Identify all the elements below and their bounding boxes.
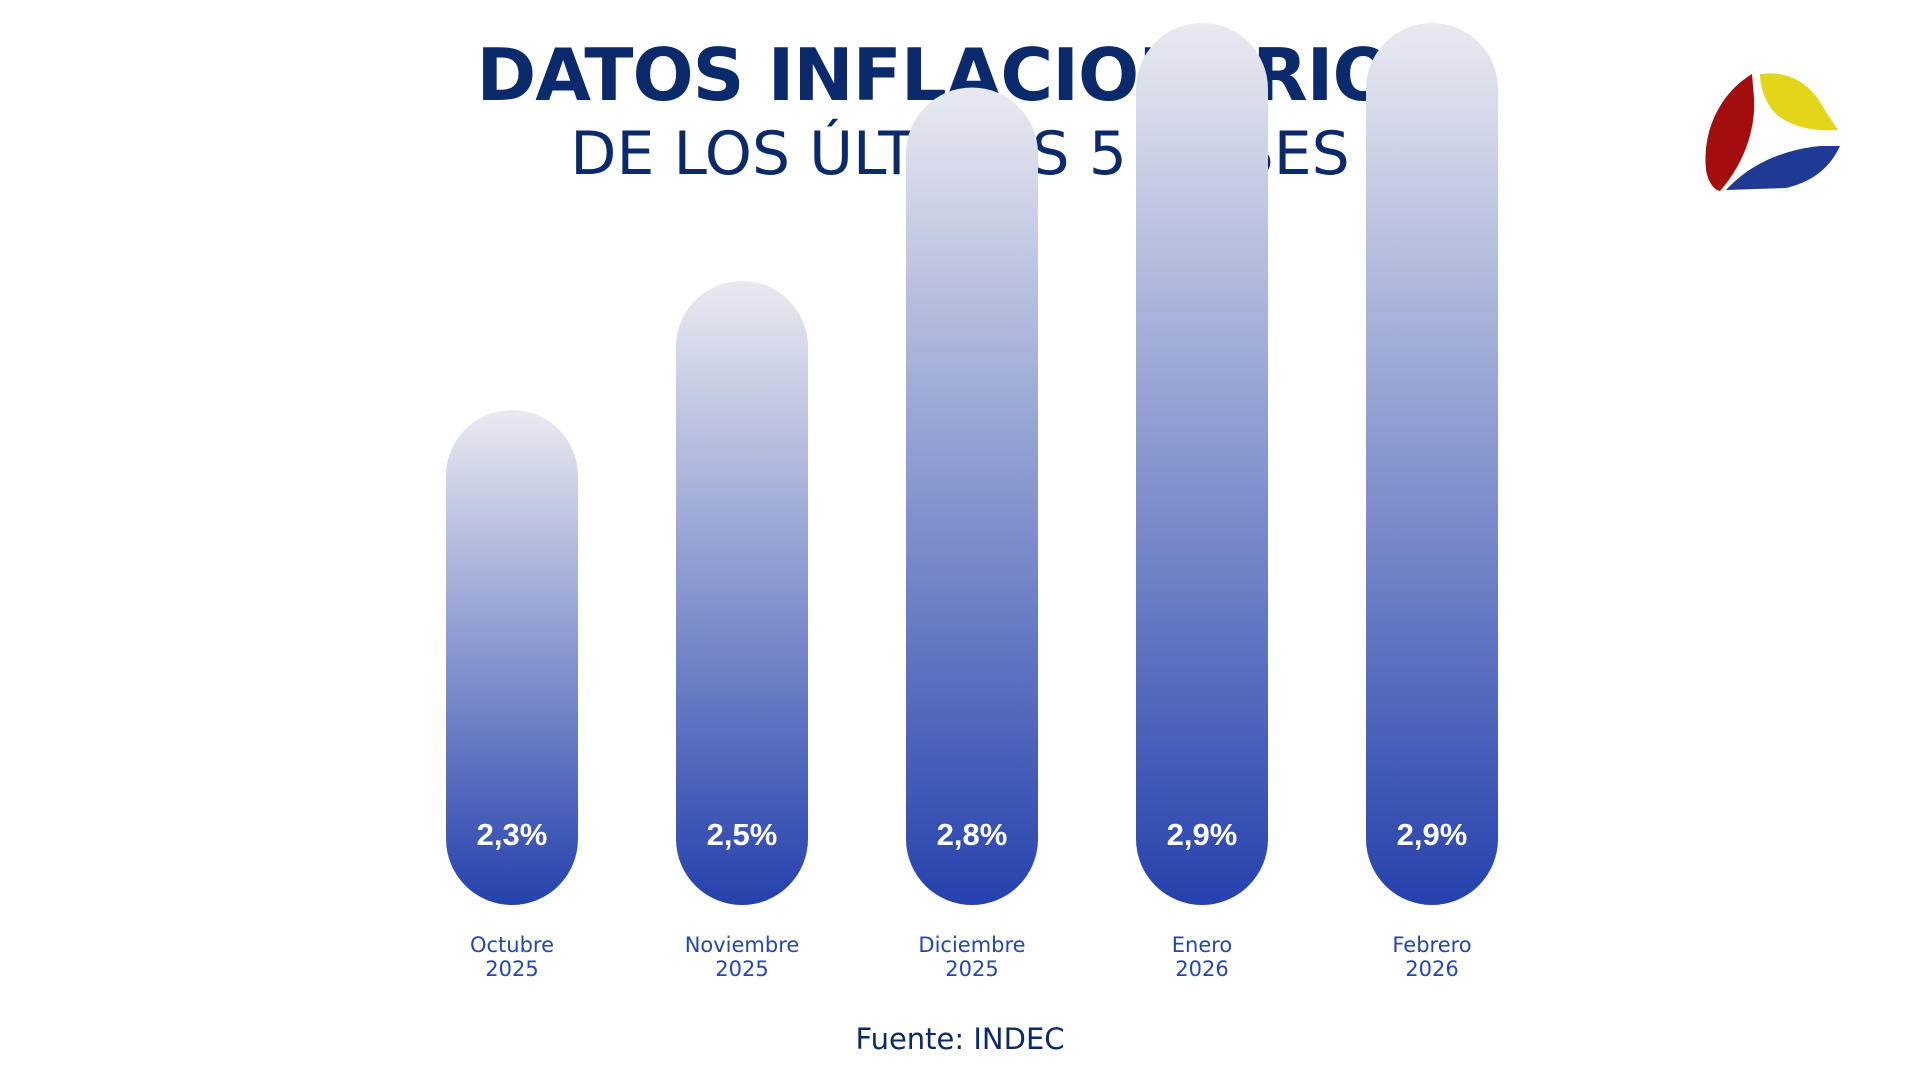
bar-2	[906, 87, 1038, 905]
category-label-3-line-0: Enero	[1172, 933, 1233, 957]
bars-group: 2,3%Octubre20252,5%Noviembre20252,8%Dici…	[446, 23, 1498, 981]
category-label-2-line-0: Diciembre	[918, 933, 1025, 957]
category-label-4-line-1: 2026	[1405, 957, 1458, 981]
bar-value-label-1: 2,5%	[707, 817, 778, 852]
bar-3	[1136, 23, 1268, 905]
category-label-2-line-1: 2025	[945, 957, 998, 981]
category-label-4-line-0: Febrero	[1392, 933, 1471, 957]
category-label-0-line-0: Octubre	[470, 933, 554, 957]
bar-value-label-0: 2,3%	[477, 817, 548, 852]
bar-1	[676, 281, 808, 905]
category-label-0-line-1: 2025	[485, 957, 538, 981]
category-label-1-line-1: 2025	[715, 957, 768, 981]
bar-value-label-4: 2,9%	[1397, 817, 1468, 852]
bar-value-label-2: 2,8%	[937, 817, 1008, 852]
tricolor-petal-logo-icon	[1705, 73, 1840, 191]
bar-0	[446, 410, 578, 905]
category-label-3-line-1: 2026	[1175, 957, 1228, 981]
bar-4	[1366, 23, 1498, 905]
data-source: Fuente: INDEC	[855, 1022, 1065, 1056]
bar-value-label-3: 2,9%	[1167, 817, 1238, 852]
category-label-1-line-0: Noviembre	[685, 933, 800, 957]
